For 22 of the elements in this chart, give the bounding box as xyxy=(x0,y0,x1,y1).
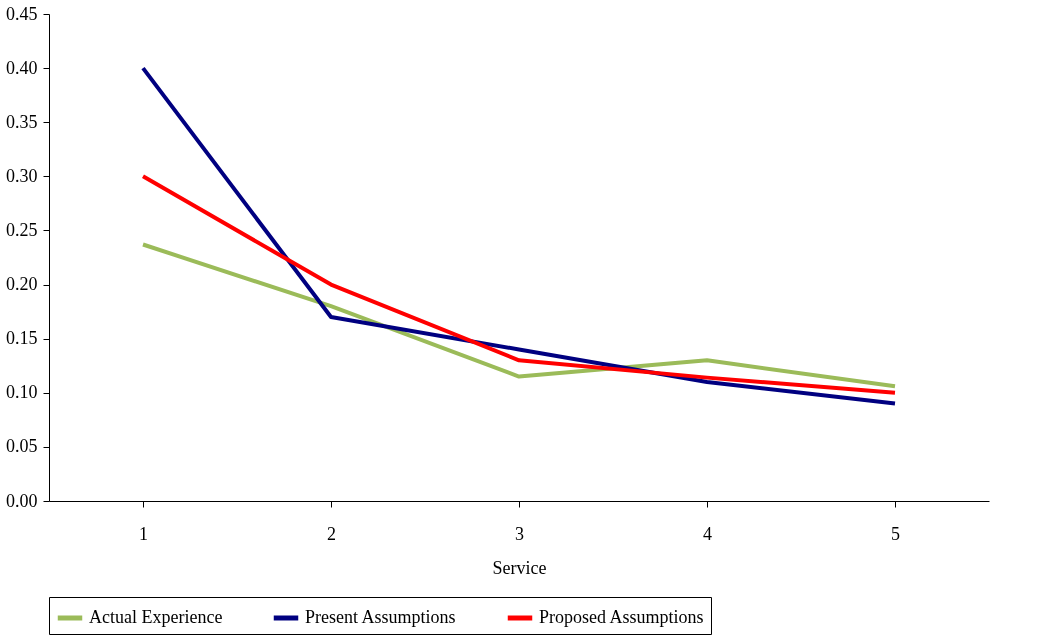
y-tick-label: 0.05 xyxy=(6,436,38,457)
legend-label: Present Assumptions xyxy=(305,607,456,627)
y-tick-label: 0.15 xyxy=(6,328,38,349)
line-series xyxy=(141,242,897,389)
x-tick-label: 3 xyxy=(515,523,524,544)
y-tick-label: 0.25 xyxy=(6,219,38,240)
y-tick-label: 0.40 xyxy=(6,57,38,78)
y-tick-label: 0.10 xyxy=(6,382,38,403)
line-series xyxy=(141,174,897,395)
x-tick-label: 2 xyxy=(327,523,336,544)
x-axis-title: Service xyxy=(492,557,547,578)
y-tick-label: 0.45 xyxy=(6,3,38,24)
line-series xyxy=(141,66,897,406)
x-tick-label: 1 xyxy=(139,523,148,544)
y-tick-label: 0.00 xyxy=(6,490,38,511)
y-tick-label: 0.20 xyxy=(6,274,38,295)
x-tick-label: 4 xyxy=(703,523,712,544)
y-tick-label: 0.30 xyxy=(6,165,38,186)
x-tick-label: 5 xyxy=(891,523,900,544)
y-tick-label: 0.35 xyxy=(6,111,38,132)
legend-label: Proposed Assumptions xyxy=(539,607,704,627)
legend-label: Actual Experience xyxy=(89,607,223,627)
